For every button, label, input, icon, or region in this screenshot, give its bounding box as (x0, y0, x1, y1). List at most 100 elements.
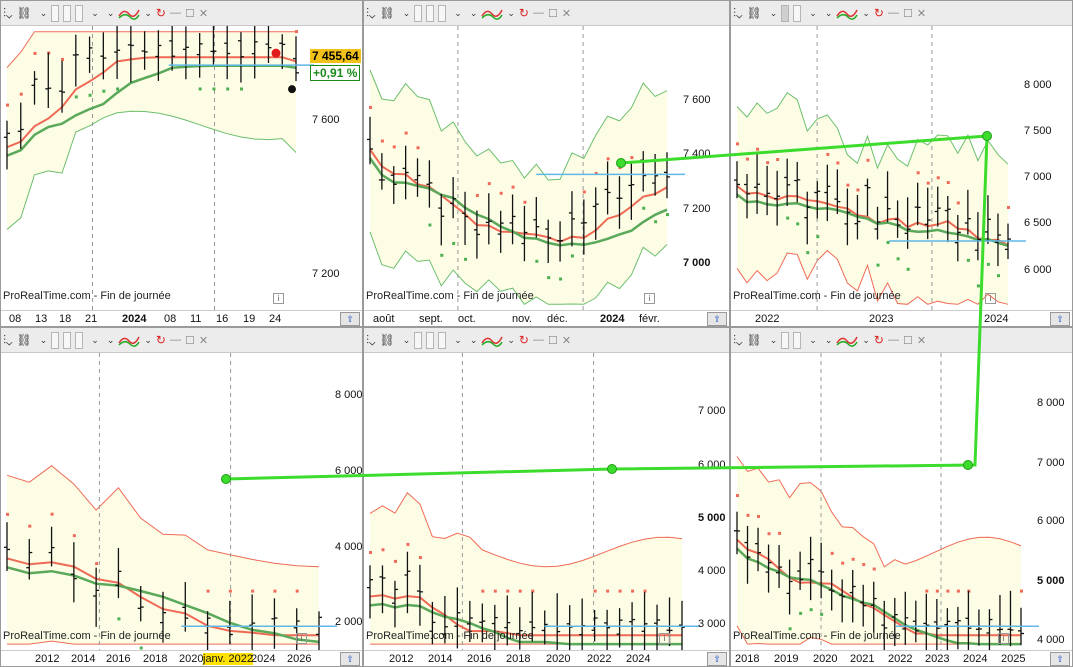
close-icon[interactable]: ✕ (198, 334, 209, 347)
refresh-icon[interactable]: ↻ (155, 6, 166, 20)
scroll-to-end-button[interactable]: ⇧ (340, 652, 360, 666)
chart-type-icon[interactable]: ⫶⌄ (3, 5, 13, 20)
indicators-chevron-icon[interactable]: ⌄ (862, 334, 870, 345)
link-icon[interactable]: ⛓ (379, 6, 395, 20)
info-icon[interactable]: i (296, 633, 307, 644)
symbol-chevron-icon[interactable]: ⌄ (39, 334, 48, 345)
chart-panel-5[interactable]: ⫶⌄ ⛓ ⌄ ⌄ ⌄ ⌄ ↻ — ☐ ✕ 7 000 6 000 5 000 4 000 3 000 ProR… (363, 327, 730, 667)
chart-panel-1[interactable]: ⫶⌄ ⛓ ⌄ ⌄ ⌄ ⌄ ↻ — ☐ ✕ 7 600 7 200 ProRealTime.com - F… (0, 0, 363, 327)
period-button-m[interactable] (51, 331, 60, 349)
zoom-chevron-icon[interactable]: ⌄ (824, 334, 833, 345)
indicators-icon[interactable] (118, 6, 141, 20)
chart-panel-4[interactable]: ⫶⌄ ⛓ ⌄ ⌄ ⌄ ⌄ ↻ — ☐ ✕ 8 000 6 000 4 000 2 000 ProRealTi… (0, 327, 363, 667)
scroll-to-end-button[interactable]: ⇧ (707, 652, 727, 666)
period-button-2m[interactable] (793, 4, 802, 22)
minimize-icon[interactable]: — (532, 7, 544, 19)
minimize-icon[interactable]: — (169, 7, 181, 19)
close-icon[interactable]: ✕ (561, 7, 572, 20)
period-button-m[interactable] (414, 331, 423, 349)
indicators-icon[interactable] (118, 333, 141, 347)
maximize-icon[interactable]: ☐ (902, 334, 913, 347)
close-icon[interactable]: ✕ (198, 7, 209, 20)
period-button-m[interactable] (51, 4, 60, 22)
scroll-to-end-button[interactable]: ⇧ (340, 312, 360, 326)
close-icon[interactable]: ✕ (561, 334, 572, 347)
chart-type-icon[interactable]: ⫶⌄ (366, 5, 376, 20)
zoom-chevron-icon[interactable]: ⌄ (469, 7, 478, 18)
timeframe-chevron-icon[interactable]: ⌄ (454, 334, 462, 345)
info-icon[interactable]: i (985, 293, 996, 304)
info-icon[interactable]: i (998, 633, 1009, 644)
period-button-2m[interactable] (793, 331, 802, 349)
link-icon[interactable]: ⛓ (16, 6, 32, 20)
period-button-2m[interactable] (63, 331, 72, 349)
close-icon[interactable]: ✕ (916, 334, 927, 347)
indicators-chevron-icon[interactable]: ⌄ (507, 334, 515, 345)
symbol-chevron-icon[interactable]: ⌄ (402, 334, 411, 345)
minimize-icon[interactable]: — (169, 334, 181, 346)
maximize-icon[interactable]: ☐ (184, 7, 195, 20)
zoom-chevron-icon[interactable]: ⌄ (824, 7, 833, 18)
indicators-chevron-icon[interactable]: ⌄ (862, 7, 870, 18)
refresh-icon[interactable]: ↻ (155, 333, 166, 347)
chart-type-icon[interactable]: ⫶⌄ (733, 332, 743, 347)
chart-type-icon[interactable]: ⫶⌄ (733, 5, 743, 20)
info-icon[interactable]: i (273, 293, 284, 304)
link-icon[interactable]: ⛓ (16, 333, 32, 347)
refresh-icon[interactable]: ↻ (518, 6, 529, 20)
chart-panel-6[interactable]: ⫶⌄ ⛓ ⌄ ⌄ ⌄ ⌄ ↻ — ☐ ✕ 8 000 7 000 6 000 5 000 4 000 ProR… (730, 327, 1073, 667)
indicators-icon[interactable] (481, 333, 504, 347)
period-button-2m[interactable] (426, 4, 435, 22)
indicators-chevron-icon[interactable]: ⌄ (144, 7, 152, 18)
period-button-3m[interactable] (438, 4, 447, 22)
indicators-chevron-icon[interactable]: ⌄ (144, 334, 152, 345)
scroll-to-end-button[interactable]: ⇧ (1050, 312, 1070, 326)
symbol-chevron-icon[interactable]: ⌄ (39, 7, 48, 18)
symbol-chevron-icon[interactable]: ⌄ (769, 334, 778, 345)
link-icon[interactable]: ⛓ (746, 333, 762, 347)
scroll-to-end-button[interactable]: ⇧ (1050, 652, 1070, 666)
minimize-icon[interactable]: — (532, 334, 544, 346)
period-button-3m[interactable] (75, 331, 84, 349)
minimize-icon[interactable]: — (887, 334, 899, 346)
maximize-icon[interactable]: ☐ (547, 7, 558, 20)
period-button-m[interactable] (414, 4, 423, 22)
timeframe-chevron-icon[interactable]: ⌄ (809, 7, 817, 18)
timeframe-chevron-icon[interactable]: ⌄ (91, 334, 99, 345)
chart-type-icon[interactable]: ⫶⌄ (3, 332, 13, 347)
scroll-to-end-button[interactable]: ⇧ (707, 312, 727, 326)
period-button-3m[interactable] (438, 331, 447, 349)
zoom-chevron-icon[interactable]: ⌄ (106, 7, 115, 18)
period-button-2m[interactable] (426, 331, 435, 349)
maximize-icon[interactable]: ☐ (184, 334, 195, 347)
timeframe-chevron-icon[interactable]: ⌄ (809, 334, 817, 345)
link-icon[interactable]: ⛓ (746, 6, 762, 20)
zoom-chevron-icon[interactable]: ⌄ (469, 334, 478, 345)
refresh-icon[interactable]: ↻ (518, 333, 529, 347)
zoom-chevron-icon[interactable]: ⌄ (106, 334, 115, 345)
maximize-icon[interactable]: ☐ (547, 334, 558, 347)
symbol-chevron-icon[interactable]: ⌄ (402, 7, 411, 18)
maximize-icon[interactable]: ☐ (902, 7, 913, 20)
timeframe-chevron-icon[interactable]: ⌄ (454, 7, 462, 18)
indicators-icon[interactable] (836, 6, 859, 20)
info-icon[interactable]: i (659, 633, 670, 644)
minimize-icon[interactable]: — (887, 7, 899, 19)
period-button-3m[interactable] (75, 4, 84, 22)
indicators-icon[interactable] (481, 6, 504, 20)
indicators-chevron-icon[interactable]: ⌄ (507, 7, 515, 18)
close-icon[interactable]: ✕ (916, 7, 927, 20)
link-icon[interactable]: ⛓ (379, 333, 395, 347)
period-button-m[interactable] (781, 4, 790, 22)
refresh-icon[interactable]: ↻ (873, 6, 884, 20)
symbol-chevron-icon[interactable]: ⌄ (769, 7, 778, 18)
indicators-icon[interactable] (836, 333, 859, 347)
info-icon[interactable]: i (644, 293, 655, 304)
period-button-2m[interactable] (63, 4, 72, 22)
refresh-icon[interactable]: ↻ (873, 333, 884, 347)
chart-type-icon[interactable]: ⫶⌄ (366, 332, 376, 347)
timeframe-chevron-icon[interactable]: ⌄ (91, 7, 99, 18)
period-button-m[interactable] (781, 331, 790, 349)
